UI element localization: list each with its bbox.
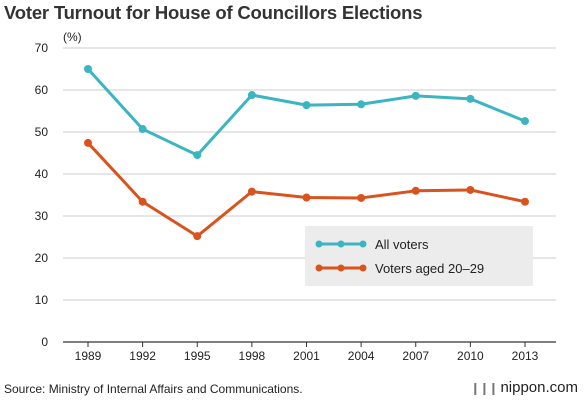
data-point [411, 186, 420, 195]
y-tick-label: 20 [35, 251, 49, 265]
legend-swatch-marker [359, 240, 367, 248]
y-tick-label: 60 [35, 83, 49, 97]
legend-swatch-marker [337, 240, 345, 248]
x-tick-label: 1998 [239, 349, 266, 363]
data-point [193, 232, 202, 241]
y-tick-label: 50 [35, 125, 49, 139]
data-point [521, 197, 529, 206]
data-point [193, 151, 202, 160]
data-point [138, 125, 147, 134]
data-point [247, 91, 256, 100]
x-tick-label: 2004 [348, 349, 375, 363]
y-tick-label: 40 [35, 167, 49, 181]
data-point [466, 94, 475, 103]
y-tick-labels: 0 10 20 30 40 50 60 70 [35, 41, 49, 349]
legend-swatch-marker [315, 264, 323, 272]
brand-text: nippon.com [500, 379, 578, 396]
x-tick-labels: 1989 1992 1995 1998 2001 2004 2007 2010 2013 [75, 342, 539, 363]
series [84, 65, 529, 241]
legend-label: Voters aged 20–29 [375, 261, 484, 276]
x-tick-label: 2001 [293, 349, 320, 363]
legend-swatch-marker [359, 264, 367, 272]
data-point [247, 187, 256, 196]
legend-swatch-marker [315, 240, 323, 248]
brand-logo: ❙❙❙ nippon.com [470, 379, 578, 396]
x-tick-label: 1995 [184, 349, 211, 363]
data-point [521, 117, 529, 126]
y-tick-label: 70 [35, 41, 49, 55]
data-point [466, 185, 475, 194]
data-point [84, 65, 92, 73]
legend-swatch-marker [337, 264, 345, 272]
data-point [302, 101, 311, 110]
bars-icon: ❙❙❙ [470, 380, 498, 395]
data-point [302, 193, 311, 202]
x-tick-label: 1992 [129, 349, 156, 363]
line-chart: 0 10 20 30 40 50 60 70 (%) 1989 1992 1995 1998 2001… [35, 30, 556, 363]
data-point [411, 91, 420, 100]
series-0 [84, 65, 529, 160]
source-note: Source: Ministry of Internal Affairs and… [4, 382, 303, 396]
data-point [138, 197, 147, 206]
x-tick-label: 2007 [402, 349, 429, 363]
data-point [84, 138, 92, 147]
legend-label: All voters [375, 237, 429, 252]
series-line [86, 141, 526, 238]
series-1 [84, 138, 529, 241]
series-line [86, 67, 526, 157]
x-tick-label: 2013 [512, 349, 539, 363]
y-tick-label: 10 [35, 293, 49, 307]
y-tick-label: 0 [41, 335, 48, 349]
x-tick-label: 1989 [75, 349, 102, 363]
y-tick-label: 30 [35, 209, 49, 223]
legend-background [305, 226, 533, 286]
data-point [357, 193, 366, 202]
x-tick-label: 2010 [457, 349, 484, 363]
legend: All voters Voters aged 20–29 [305, 226, 533, 286]
chart-title: Voter Turnout for House of Councillors E… [4, 2, 423, 23]
y-axis-label: (%) [63, 30, 82, 44]
data-point [357, 100, 366, 109]
